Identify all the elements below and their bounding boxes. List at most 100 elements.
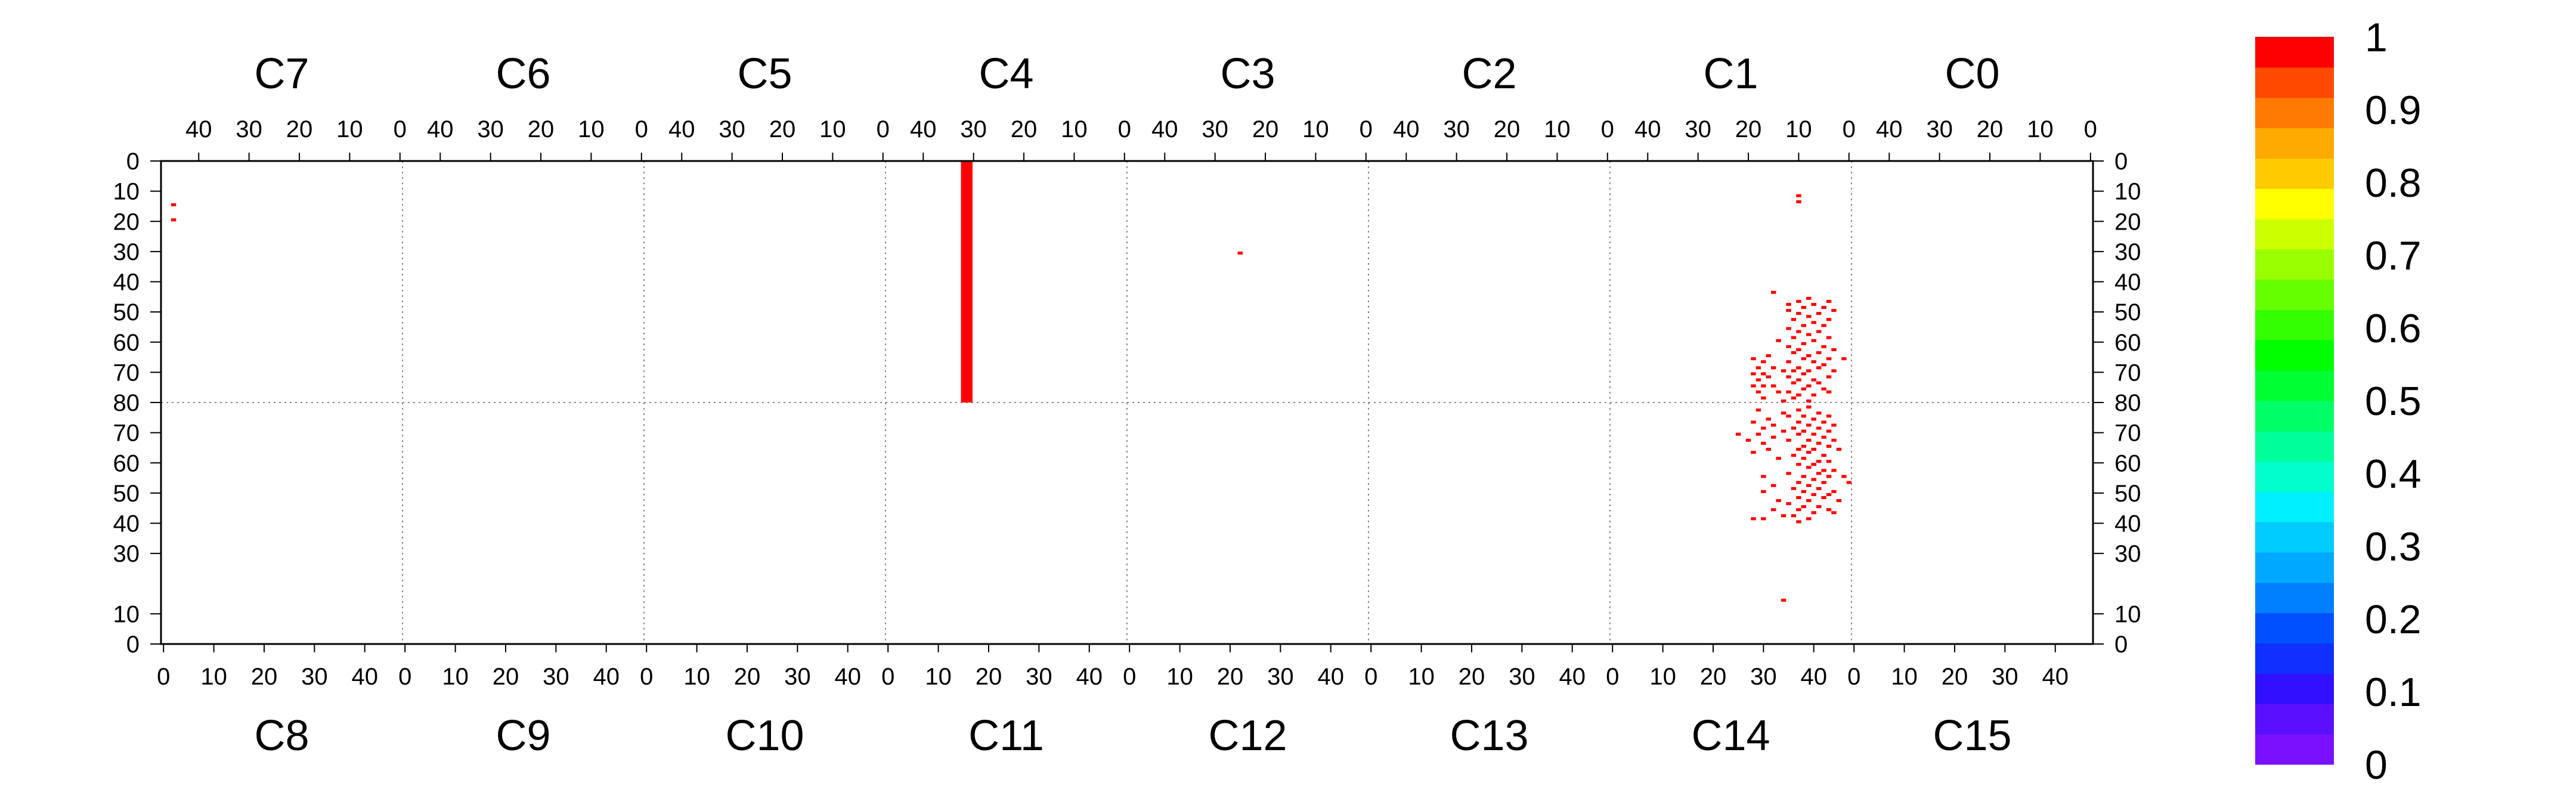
hit-pixel bbox=[1786, 390, 1791, 394]
bottom-x-axis: 0 10 20 30 40 0 10 20 30 40 0 10 20 30 40 0 10 20 30 40 0 10 2… bbox=[157, 644, 2069, 690]
hit-pixel bbox=[1826, 508, 1832, 512]
hit-pixel bbox=[1821, 454, 1826, 457]
hit-pixel bbox=[1801, 387, 1807, 391]
x-tick-label-top: 20 bbox=[769, 116, 796, 143]
hit-pixel bbox=[1796, 496, 1801, 499]
y-tick-label-right: 80 bbox=[2114, 390, 2141, 416]
y-tick-label-right: 0 bbox=[2114, 631, 2128, 658]
hit-pixel bbox=[1755, 432, 1761, 436]
hit-pixel bbox=[1811, 478, 1816, 481]
hit-pixel bbox=[1806, 438, 1812, 442]
y-tick-label-right: 50 bbox=[2114, 299, 2141, 326]
hit-pixel bbox=[1806, 451, 1812, 454]
x-tick-label-bottom: 10 bbox=[1649, 664, 1676, 690]
hit-pixel bbox=[1755, 366, 1761, 370]
x-tick-label-bottom: 10 bbox=[200, 664, 227, 690]
hit-pixel bbox=[1761, 384, 1766, 388]
colorbar-segment bbox=[2255, 552, 2334, 583]
colorbar-segment bbox=[2255, 734, 2334, 765]
x-tick-label-top: 30 bbox=[1685, 116, 1711, 143]
hit-pixel bbox=[1237, 251, 1243, 255]
colorbar-segment bbox=[2255, 643, 2334, 674]
x-tick-label-bottom: 40 bbox=[593, 664, 620, 690]
hit-pixel bbox=[1826, 475, 1832, 478]
chip-label-top: C7 bbox=[254, 50, 309, 98]
hit-pixel bbox=[1776, 499, 1781, 503]
top-x-axis: 40 30 20 10 0 40 30 20 10 0 40 30 20 10 0 40 30 20 10 0 40 30… bbox=[185, 116, 2097, 161]
hit-pixel bbox=[1776, 339, 1781, 342]
hit-pixel bbox=[1811, 339, 1816, 342]
hit-pixel bbox=[1761, 441, 1766, 445]
hit-pixel bbox=[1811, 417, 1816, 421]
hit-pixel bbox=[1791, 318, 1797, 321]
hit-pixel bbox=[1801, 357, 1807, 361]
y-tick-label-left: 80 bbox=[113, 390, 140, 416]
hit-pixel bbox=[1806, 484, 1812, 487]
colorbar-tick-label: 0.3 bbox=[2365, 524, 2422, 569]
hit-pixel bbox=[1745, 438, 1751, 442]
colorbar-segment bbox=[2255, 583, 2334, 614]
colorbar-segment bbox=[2255, 188, 2334, 219]
hit-markers bbox=[171, 161, 1852, 602]
y-tick-label-right: 70 bbox=[2114, 420, 2141, 447]
hit-pixel bbox=[1811, 447, 1816, 451]
x-tick-label-top: 30 bbox=[719, 116, 745, 143]
hit-pixel bbox=[1786, 345, 1791, 348]
x-tick-label-bottom: 10 bbox=[1408, 664, 1435, 690]
hit-pixel bbox=[1771, 290, 1776, 294]
hit-pixel bbox=[1796, 312, 1801, 315]
chip-label-bottom: C9 bbox=[496, 712, 550, 760]
hit-pixel bbox=[1831, 369, 1837, 373]
x-tick-label-bottom: 0 bbox=[1847, 664, 1860, 690]
hit-pixel bbox=[1786, 414, 1791, 418]
x-tick-label-top: 40 bbox=[1876, 116, 1903, 143]
x-tick-label-bottom: 20 bbox=[734, 664, 761, 690]
hit-pixel bbox=[1801, 324, 1807, 327]
x-tick-label-bottom: 30 bbox=[1509, 664, 1535, 690]
hit-pixel bbox=[1816, 505, 1822, 509]
hit-pixel bbox=[1786, 502, 1791, 506]
y-tick-label-left: 20 bbox=[113, 209, 140, 235]
x-tick-label-bottom: 20 bbox=[493, 664, 519, 690]
hit-pixel bbox=[1821, 306, 1826, 309]
hit-pixel bbox=[1826, 414, 1832, 418]
hit-pixel bbox=[1821, 363, 1826, 367]
hit-pixel bbox=[1826, 460, 1832, 463]
x-tick-label-top: 20 bbox=[286, 116, 313, 143]
colorbar-segment bbox=[2255, 37, 2334, 68]
x-tick-label-top: 30 bbox=[960, 116, 987, 143]
x-tick-label-top: 20 bbox=[1011, 116, 1038, 143]
x-tick-label-top: 40 bbox=[1151, 116, 1178, 143]
hit-pixel bbox=[1755, 390, 1761, 394]
chip-label-top: C3 bbox=[1220, 50, 1275, 98]
chip-label-top: C2 bbox=[1462, 50, 1516, 98]
hit-pixel bbox=[1791, 381, 1797, 385]
hit-pixel bbox=[1816, 472, 1822, 475]
y-tick-label-left: 40 bbox=[113, 270, 140, 296]
hit-pixel bbox=[1811, 511, 1816, 515]
hit-pixel bbox=[1755, 408, 1761, 412]
x-tick-label-top: 40 bbox=[427, 116, 454, 143]
colorbar-tick-label: 0.7 bbox=[2365, 233, 2422, 278]
hit-pixel bbox=[1771, 435, 1776, 439]
x-tick-label-bottom: 0 bbox=[1123, 664, 1136, 690]
hit-pixel bbox=[1816, 441, 1822, 445]
plot-area bbox=[160, 160, 2094, 645]
hit-pixel bbox=[1831, 469, 1837, 472]
hit-pixel bbox=[1826, 336, 1832, 339]
x-tick-label-top: 0 bbox=[1843, 116, 1856, 143]
colorbar-tick-label: 0.4 bbox=[2365, 451, 2422, 497]
x-tick-label-top: 0 bbox=[2084, 116, 2097, 143]
hit-pixel bbox=[1801, 306, 1807, 309]
x-tick-label-bottom: 0 bbox=[881, 664, 894, 690]
y-tick-label-left: 60 bbox=[113, 450, 140, 476]
hit-pixel bbox=[1836, 447, 1842, 451]
colorbar-segment bbox=[2255, 461, 2334, 492]
x-tick-label-bottom: 40 bbox=[1317, 664, 1344, 690]
colorbar-segment bbox=[2255, 491, 2334, 522]
y-tick-label-right: 30 bbox=[2114, 239, 2141, 265]
chip-label-top: C5 bbox=[737, 50, 792, 98]
colorbar-tick-label: 0.2 bbox=[2365, 597, 2422, 642]
hit-pixel bbox=[1796, 408, 1801, 412]
x-tick-label-bottom: 30 bbox=[301, 664, 328, 690]
